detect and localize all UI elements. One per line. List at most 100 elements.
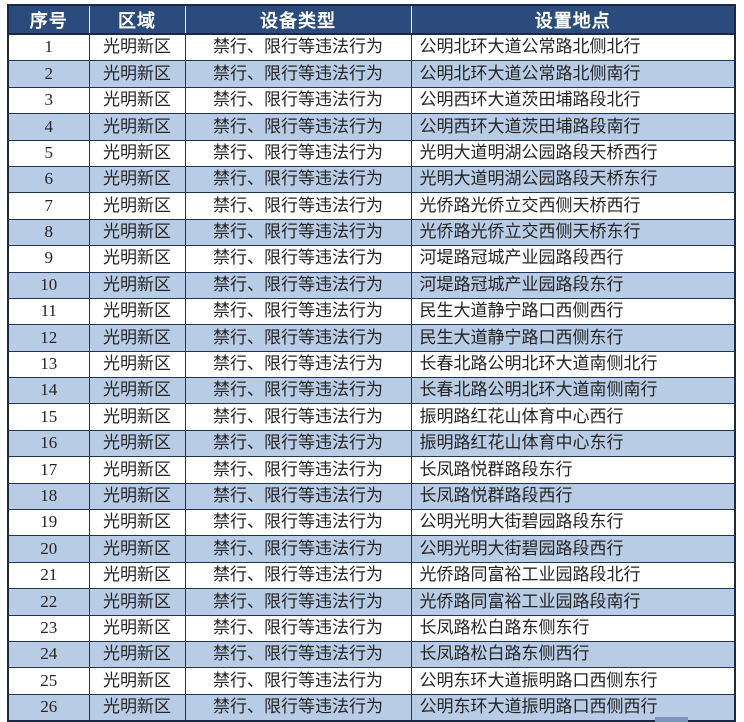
table-row: 17 光明新区 禁行、限行等违法行为 长凤路悦群路段东行 [7, 456, 736, 484]
cell-no: 10 [7, 271, 90, 299]
cell-region: 光明新区 [88, 561, 186, 590]
cell-location: 公明西环大道茨田埔路段北行 [410, 86, 736, 115]
cell-device-type: 禁行、限行等违法行为 [184, 192, 412, 220]
cell-no: 24 [7, 640, 90, 669]
table-row: 24 光明新区 禁行、限行等违法行为 长凤路松白路东侧西行 [7, 640, 736, 669]
cell-device-type: 禁行、限行等违法行为 [184, 113, 412, 141]
cell-no: 22 [7, 588, 90, 616]
table-header: 序号 区域 设备类型 设置地点 [8, 5, 735, 35]
cell-device-type: 禁行、限行等违法行为 [184, 33, 412, 62]
cell-no: 2 [7, 60, 90, 88]
cell-region: 光明新区 [88, 403, 186, 431]
device-location-table: 序号 区域 设备类型 设置地点 1 光明新区 禁行、限行等违法行为 公明北环大道公常路… [7, 4, 736, 722]
table-row: 13 光明新区 禁行、限行等违法行为 长春北路公明北环大道南侧北行 [7, 350, 736, 379]
cell-no: 18 [7, 482, 90, 511]
table-row: 10 光明新区 禁行、限行等违法行为 河堤路冠城产业园路段东行 [7, 271, 736, 299]
cell-no: 19 [7, 509, 90, 537]
cell-no: 17 [7, 456, 90, 484]
table-row: 15 光明新区 禁行、限行等违法行为 振明路红花山体育中心西行 [7, 403, 736, 431]
cell-device-type: 禁行、限行等违法行为 [184, 218, 412, 247]
table-row: 20 光明新区 禁行、限行等违法行为 公明光明大街碧园路段西行 [7, 535, 736, 563]
column-header-device-type: 设备类型 [185, 5, 412, 35]
table-row: 14 光明新区 禁行、限行等违法行为 长春北路公明北环大道南侧南行 [7, 377, 736, 405]
cell-location: 公明东环大道振明路口西侧西行 [410, 693, 736, 722]
table-row: 16 光明新区 禁行、限行等违法行为 振明路红花山体育中心东行 [7, 429, 736, 458]
cell-no: 21 [7, 561, 90, 590]
table-row: 8 光明新区 禁行、限行等违法行为 光侨路光侨立交西侧天桥东行 [7, 218, 736, 247]
table-row: 4 光明新区 禁行、限行等违法行为 公明西环大道茨田埔路段南行 [7, 113, 736, 141]
cell-location: 光侨路光侨立交西侧天桥西行 [410, 192, 736, 220]
partial-element-below-table [655, 717, 688, 722]
cell-no: 8 [7, 218, 90, 247]
cell-device-type: 禁行、限行等违法行为 [184, 588, 412, 616]
cell-location: 公明西环大道茨田埔路段南行 [410, 113, 736, 141]
cell-no: 14 [7, 377, 90, 405]
cell-device-type: 禁行、限行等违法行为 [184, 324, 412, 352]
cell-region: 光明新区 [88, 139, 186, 167]
cell-location: 公明光明大街碧园路段东行 [410, 509, 736, 537]
cell-device-type: 禁行、限行等违法行为 [184, 509, 412, 537]
cell-location: 公明光明大街碧园路段西行 [410, 535, 736, 563]
cell-no: 12 [7, 324, 90, 352]
cell-region: 光明新区 [88, 271, 186, 299]
cell-region: 光明新区 [88, 218, 186, 247]
cell-device-type: 禁行、限行等违法行为 [184, 377, 412, 405]
table-row: 3 光明新区 禁行、限行等违法行为 公明西环大道茨田埔路段北行 [7, 86, 736, 115]
cell-location: 光侨路同富裕工业园路段北行 [410, 561, 736, 590]
cell-region: 光明新区 [88, 86, 186, 115]
cell-region: 光明新区 [88, 667, 186, 695]
cell-region: 光明新区 [88, 614, 186, 642]
table-row: 7 光明新区 禁行、限行等违法行为 光侨路光侨立交西侧天桥西行 [7, 192, 736, 220]
cell-region: 光明新区 [88, 165, 186, 194]
cell-no: 25 [7, 667, 90, 695]
cell-location: 长凤路悦群路段西行 [410, 482, 736, 511]
cell-device-type: 禁行、限行等违法行为 [184, 456, 412, 484]
table-row: 11 光明新区 禁行、限行等违法行为 民生大道静宁路口西侧西行 [7, 297, 736, 326]
cell-device-type: 禁行、限行等违法行为 [184, 245, 412, 273]
cell-device-type: 禁行、限行等违法行为 [184, 60, 412, 88]
cell-location: 长凤路松白路东侧东行 [410, 614, 736, 642]
table-row: 6 光明新区 禁行、限行等违法行为 光明大道明湖公园路段天桥东行 [7, 165, 736, 194]
cell-device-type: 禁行、限行等违法行为 [184, 165, 412, 194]
table-row: 25 光明新区 禁行、限行等违法行为 公明东环大道振明路口西侧东行 [7, 667, 736, 695]
cell-region: 光明新区 [88, 482, 186, 511]
cell-region: 光明新区 [88, 60, 186, 88]
column-header-no: 序号 [8, 5, 90, 35]
cell-no: 20 [7, 535, 90, 563]
cell-device-type: 禁行、限行等违法行为 [184, 614, 412, 642]
cell-region: 光明新区 [88, 535, 186, 563]
cell-location: 民生大道静宁路口西侧西行 [410, 297, 736, 326]
cell-device-type: 禁行、限行等违法行为 [184, 429, 412, 458]
cell-no: 4 [7, 113, 90, 141]
cell-region: 光明新区 [88, 456, 186, 484]
table-row: 23 光明新区 禁行、限行等违法行为 长凤路松白路东侧东行 [7, 614, 736, 642]
cell-device-type: 禁行、限行等违法行为 [184, 403, 412, 431]
table-row: 19 光明新区 禁行、限行等违法行为 公明光明大街碧园路段东行 [7, 509, 736, 537]
cell-location: 光侨路光侨立交西侧天桥东行 [410, 218, 736, 247]
cell-region: 光明新区 [88, 192, 186, 220]
cell-no: 15 [7, 403, 90, 431]
cell-region: 光明新区 [88, 350, 186, 379]
table-row: 1 光明新区 禁行、限行等违法行为 公明北环大道公常路北侧北行 [7, 33, 736, 62]
cell-device-type: 禁行、限行等违法行为 [184, 640, 412, 669]
cell-no: 5 [7, 139, 90, 167]
cell-device-type: 禁行、限行等违法行为 [184, 350, 412, 379]
cell-no: 1 [7, 33, 90, 62]
cell-no: 9 [7, 245, 90, 273]
table-row: 26 光明新区 禁行、限行等违法行为 公明东环大道振明路口西侧西行 [7, 693, 736, 722]
cell-region: 光明新区 [88, 297, 186, 326]
cell-location: 振明路红花山体育中心西行 [410, 403, 736, 431]
cell-no: 23 [7, 614, 90, 642]
table-row: 21 光明新区 禁行、限行等违法行为 光侨路同富裕工业园路段北行 [7, 561, 736, 590]
cell-no: 11 [7, 297, 90, 326]
cell-location: 公明北环大道公常路北侧南行 [410, 60, 736, 88]
cell-location: 光侨路同富裕工业园路段南行 [410, 588, 736, 616]
table-row: 5 光明新区 禁行、限行等违法行为 光明大道明湖公园路段天桥西行 [7, 139, 736, 167]
cell-region: 光明新区 [88, 588, 186, 616]
cell-no: 26 [7, 693, 90, 722]
cell-location: 振明路红花山体育中心东行 [410, 429, 736, 458]
column-header-location: 设置地点 [411, 5, 735, 35]
column-header-region: 区域 [89, 5, 186, 35]
cell-device-type: 禁行、限行等违法行为 [184, 667, 412, 695]
cell-device-type: 禁行、限行等违法行为 [184, 535, 412, 563]
